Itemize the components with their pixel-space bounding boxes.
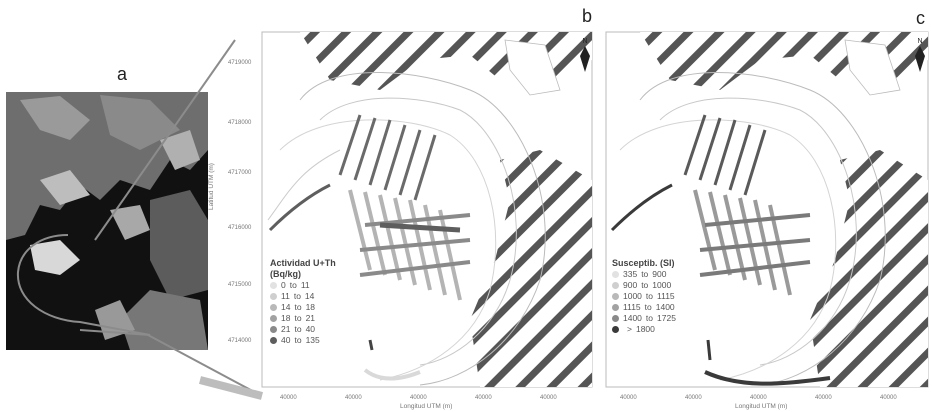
y-tick: 4718000 [228, 120, 252, 126]
legend-sep: to [294, 302, 302, 312]
legend-sep: to [289, 280, 297, 290]
legend-row: 18 to 21 [270, 313, 362, 324]
legend-from: 1000 [623, 291, 642, 301]
legend-swatch-icon [612, 271, 619, 278]
legend-row: 1400 to 1725 [612, 313, 704, 324]
legend-from: 40 [281, 335, 291, 345]
legend-row: 21 to 40 [270, 324, 362, 335]
legend-swatch-icon [612, 304, 619, 311]
x-tick: 40000 [815, 395, 832, 401]
connector-line-top [94, 39, 236, 241]
y-tick: 4715000 [228, 282, 252, 288]
x-tick-labels-b: 40000 40000 40000 40000 40000 [280, 395, 580, 405]
legend-b: Actividad U+Th (Bq/kg) 0 to 11 11 to 14 14 to 18… [270, 258, 362, 346]
legend-to: 21 [305, 313, 316, 323]
panel-letter-b: b [582, 6, 593, 26]
legend-row: 40 to 135 [270, 335, 362, 346]
legend-from: 1115 [623, 302, 641, 312]
legend-swatch-icon [270, 304, 277, 311]
legend-to: 900 [652, 269, 667, 279]
legend-row: >1800 [612, 324, 704, 335]
legend-sep: to [294, 324, 302, 334]
north-arrow-icon: N [917, 38, 923, 45]
legend-swatch-icon [612, 315, 619, 322]
legend-from: 11 [281, 291, 290, 301]
legend-row: 1000 to 1115 [612, 291, 704, 302]
x-tick: 40000 [345, 395, 362, 401]
legend-swatch-icon [270, 315, 277, 322]
legend-to: 11 [300, 280, 310, 290]
legend-title: Actividad U+Th [270, 258, 336, 268]
legend-to: 14 [304, 291, 315, 301]
legend-row: 11 to 14 [270, 291, 362, 302]
legend-row: 0 to 11 [270, 280, 362, 291]
panel-letter-a: a [117, 64, 128, 84]
legend-from: 900 [623, 280, 638, 290]
legend-swatch-icon [270, 326, 277, 333]
north-arrow-icon: N [582, 38, 588, 45]
legend-title: Susceptib. (SI) [612, 258, 675, 268]
legend-sep: to [641, 269, 649, 279]
y-tick: 4717000 [228, 170, 252, 176]
legend-to: 18 [305, 302, 316, 312]
x-tick-labels-c: 40000 40000 40000 40000 40000 [620, 395, 920, 405]
y-tick: 4719000 [228, 60, 252, 66]
x-tick: 40000 [410, 395, 427, 401]
legend-swatch-icon [270, 337, 277, 344]
legend-to: 1800 [635, 324, 655, 334]
legend-sep: to [644, 302, 652, 312]
legend-to: 1000 [652, 280, 672, 290]
legend-swatch-icon [270, 293, 277, 300]
legend-sep: to [294, 313, 302, 323]
map-b [261, 31, 593, 388]
legend-swatch-icon [612, 326, 619, 333]
legend-sep: to [645, 313, 654, 323]
x-tick: 40000 [880, 395, 897, 401]
legend-swatch-icon [612, 282, 619, 289]
x-tick: 40000 [750, 395, 767, 401]
y-tick: 4716000 [228, 225, 252, 231]
x-tick: 40000 [280, 395, 297, 401]
legend-unit: (Bq/kg) [270, 269, 301, 279]
legend-sep: to [645, 291, 654, 301]
map-c [605, 31, 929, 388]
legend-from: 14 [281, 302, 291, 312]
legend-row: 335 to 900 [612, 269, 704, 280]
legend-to: 135 [305, 335, 320, 345]
legend-from: 21 [281, 324, 291, 334]
x-axis-label-c: Longitud UTM (m) [735, 403, 788, 410]
legend-sep: to [293, 291, 301, 301]
legend-row: 900 to 1000 [612, 280, 704, 291]
legend-from: 0 [281, 280, 286, 290]
legend-from: 335 [623, 269, 638, 279]
connector-line-bottom [147, 334, 261, 396]
legend-to: 1400 [655, 302, 675, 312]
y-tick-labels: 4719000 4718000 4717000 4716000 4715000 … [228, 60, 258, 360]
x-tick: 40000 [475, 395, 492, 401]
satellite-image [6, 92, 208, 350]
legend-sep: > [627, 324, 632, 334]
x-tick: 40000 [540, 395, 557, 401]
legend-swatch-icon [612, 293, 619, 300]
legend-sep: to [294, 335, 302, 345]
legend-swatch-icon [270, 282, 277, 289]
connector-shadow [199, 376, 263, 400]
legend-row: 14 to 18 [270, 302, 362, 313]
y-axis-label: Latitud UTM (m) [208, 163, 215, 210]
legend-to: 1115 [657, 291, 675, 301]
legend-from: 18 [281, 313, 291, 323]
x-axis-label-b: Longitud UTM (m) [400, 403, 453, 410]
x-tick: 40000 [620, 395, 637, 401]
panel-letter-c: c [916, 8, 925, 28]
y-tick: 4714000 [228, 338, 252, 344]
x-tick: 40000 [685, 395, 702, 401]
legend-row: 1115 to 1400 [612, 302, 704, 313]
legend-from: 1400 [623, 313, 642, 323]
legend-to: 1725 [657, 313, 676, 323]
legend-to: 40 [305, 324, 316, 334]
legend-c: Susceptib. (SI) 335 to 900 900 to 1000 1000 to 1… [612, 258, 704, 335]
legend-sep: to [641, 280, 649, 290]
